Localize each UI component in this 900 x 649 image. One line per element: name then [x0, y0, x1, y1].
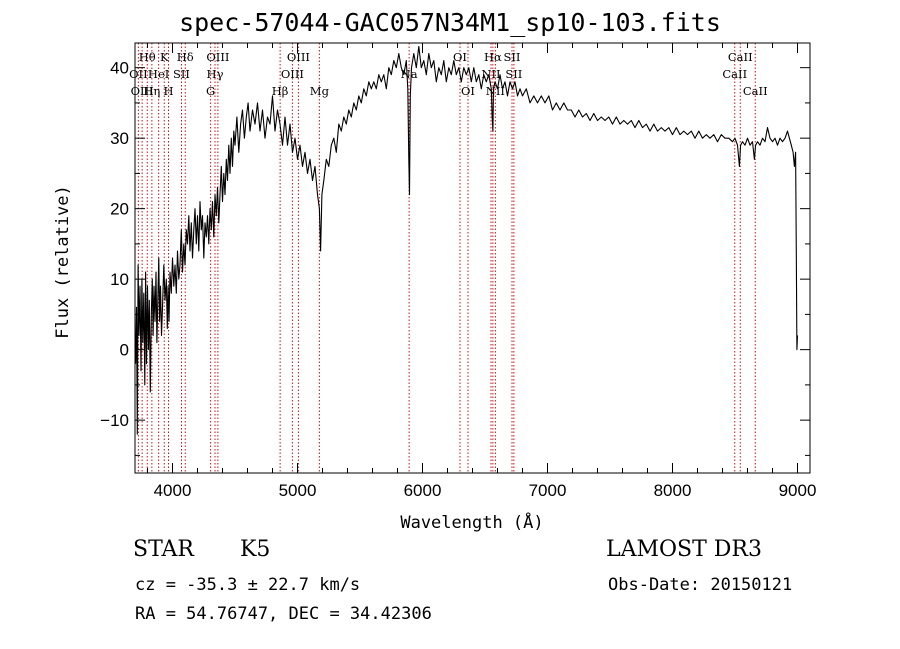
spectral-line-label: NII [481, 67, 500, 81]
spectral-line-label: H [163, 84, 173, 98]
y-tick-label: 40 [110, 59, 129, 78]
spectral-line-label: Hβ [272, 84, 289, 98]
spectral-line-label: OI [453, 50, 467, 64]
spectral-line-label: Hη [143, 84, 160, 98]
y-tick-label: 20 [110, 200, 129, 219]
spectral-line-label: Hγ [207, 67, 224, 81]
spectral-line-label: Mg [310, 84, 330, 98]
spectral-line-label: SII [505, 67, 522, 81]
spectral-line-label: Hδ [177, 50, 194, 64]
chart-title: spec-57044-GAC057N34M1_sp10-103.fits [179, 8, 721, 37]
x-axis-label: Wavelength (Å) [400, 511, 543, 533]
object-type: STAR [133, 537, 194, 562]
spectral-line-markers [137, 43, 756, 473]
x-tick-label: 4000 [154, 481, 192, 500]
spectrum-line [135, 45, 799, 435]
spectral-line-label: OIII [287, 50, 310, 64]
plot-frame [134, 42, 811, 474]
y-tick-label: −10 [100, 411, 129, 430]
x-tick-label: 6000 [404, 481, 442, 500]
y-tick-label: 0 [120, 341, 129, 360]
spectral-line-label: SII [173, 67, 190, 81]
spectral-subclass: K5 [240, 537, 271, 562]
x-tick-label: 5000 [279, 481, 317, 500]
y-tick-label: 10 [110, 270, 129, 289]
redshift-value: cz = -35.3 ± 22.7 km/s [135, 575, 361, 595]
spectral-line-label: G [206, 84, 215, 98]
spectral-line-label: OIII [206, 50, 229, 64]
spectral-line-label: CaII [743, 84, 768, 98]
y-axis: −10 0 10 20 30 40 [100, 59, 810, 456]
spectral-line-label: SII [504, 50, 521, 64]
x-axis: 4000 5000 6000 7000 8000 9000 [147, 43, 817, 500]
spectral-line-label: OIII [281, 67, 304, 81]
spectral-line-label: Hθ [139, 50, 156, 64]
x-tick-label: 8000 [654, 481, 692, 500]
coordinates: RA = 54.76747, DEC = 34.42306 [135, 604, 432, 624]
spectral-line-label: CaII [728, 50, 753, 64]
y-axis-label: Flux (relative) [53, 185, 73, 339]
spectral-line-label: OIII [131, 84, 154, 98]
observation-date: Obs-Date: 20150121 [608, 575, 793, 595]
spectral-line-label: NII [486, 84, 505, 98]
x-tick-label: 9000 [779, 481, 817, 500]
spectral-line-label: Na [401, 67, 418, 81]
spectral-line-label: Hα [484, 50, 502, 64]
survey-name: LAMOST DR3 [606, 537, 762, 562]
spectral-line-label: CaII [722, 67, 747, 81]
spectral-line-label: K [160, 50, 169, 64]
spectral-line-label: OI [461, 84, 475, 98]
spectrum-series [135, 45, 799, 435]
spectral-line-label: OII [129, 67, 148, 81]
spectral-line-label: HeI [148, 67, 169, 81]
x-tick-label: 7000 [529, 481, 567, 500]
y-tick-label: 30 [110, 129, 129, 148]
